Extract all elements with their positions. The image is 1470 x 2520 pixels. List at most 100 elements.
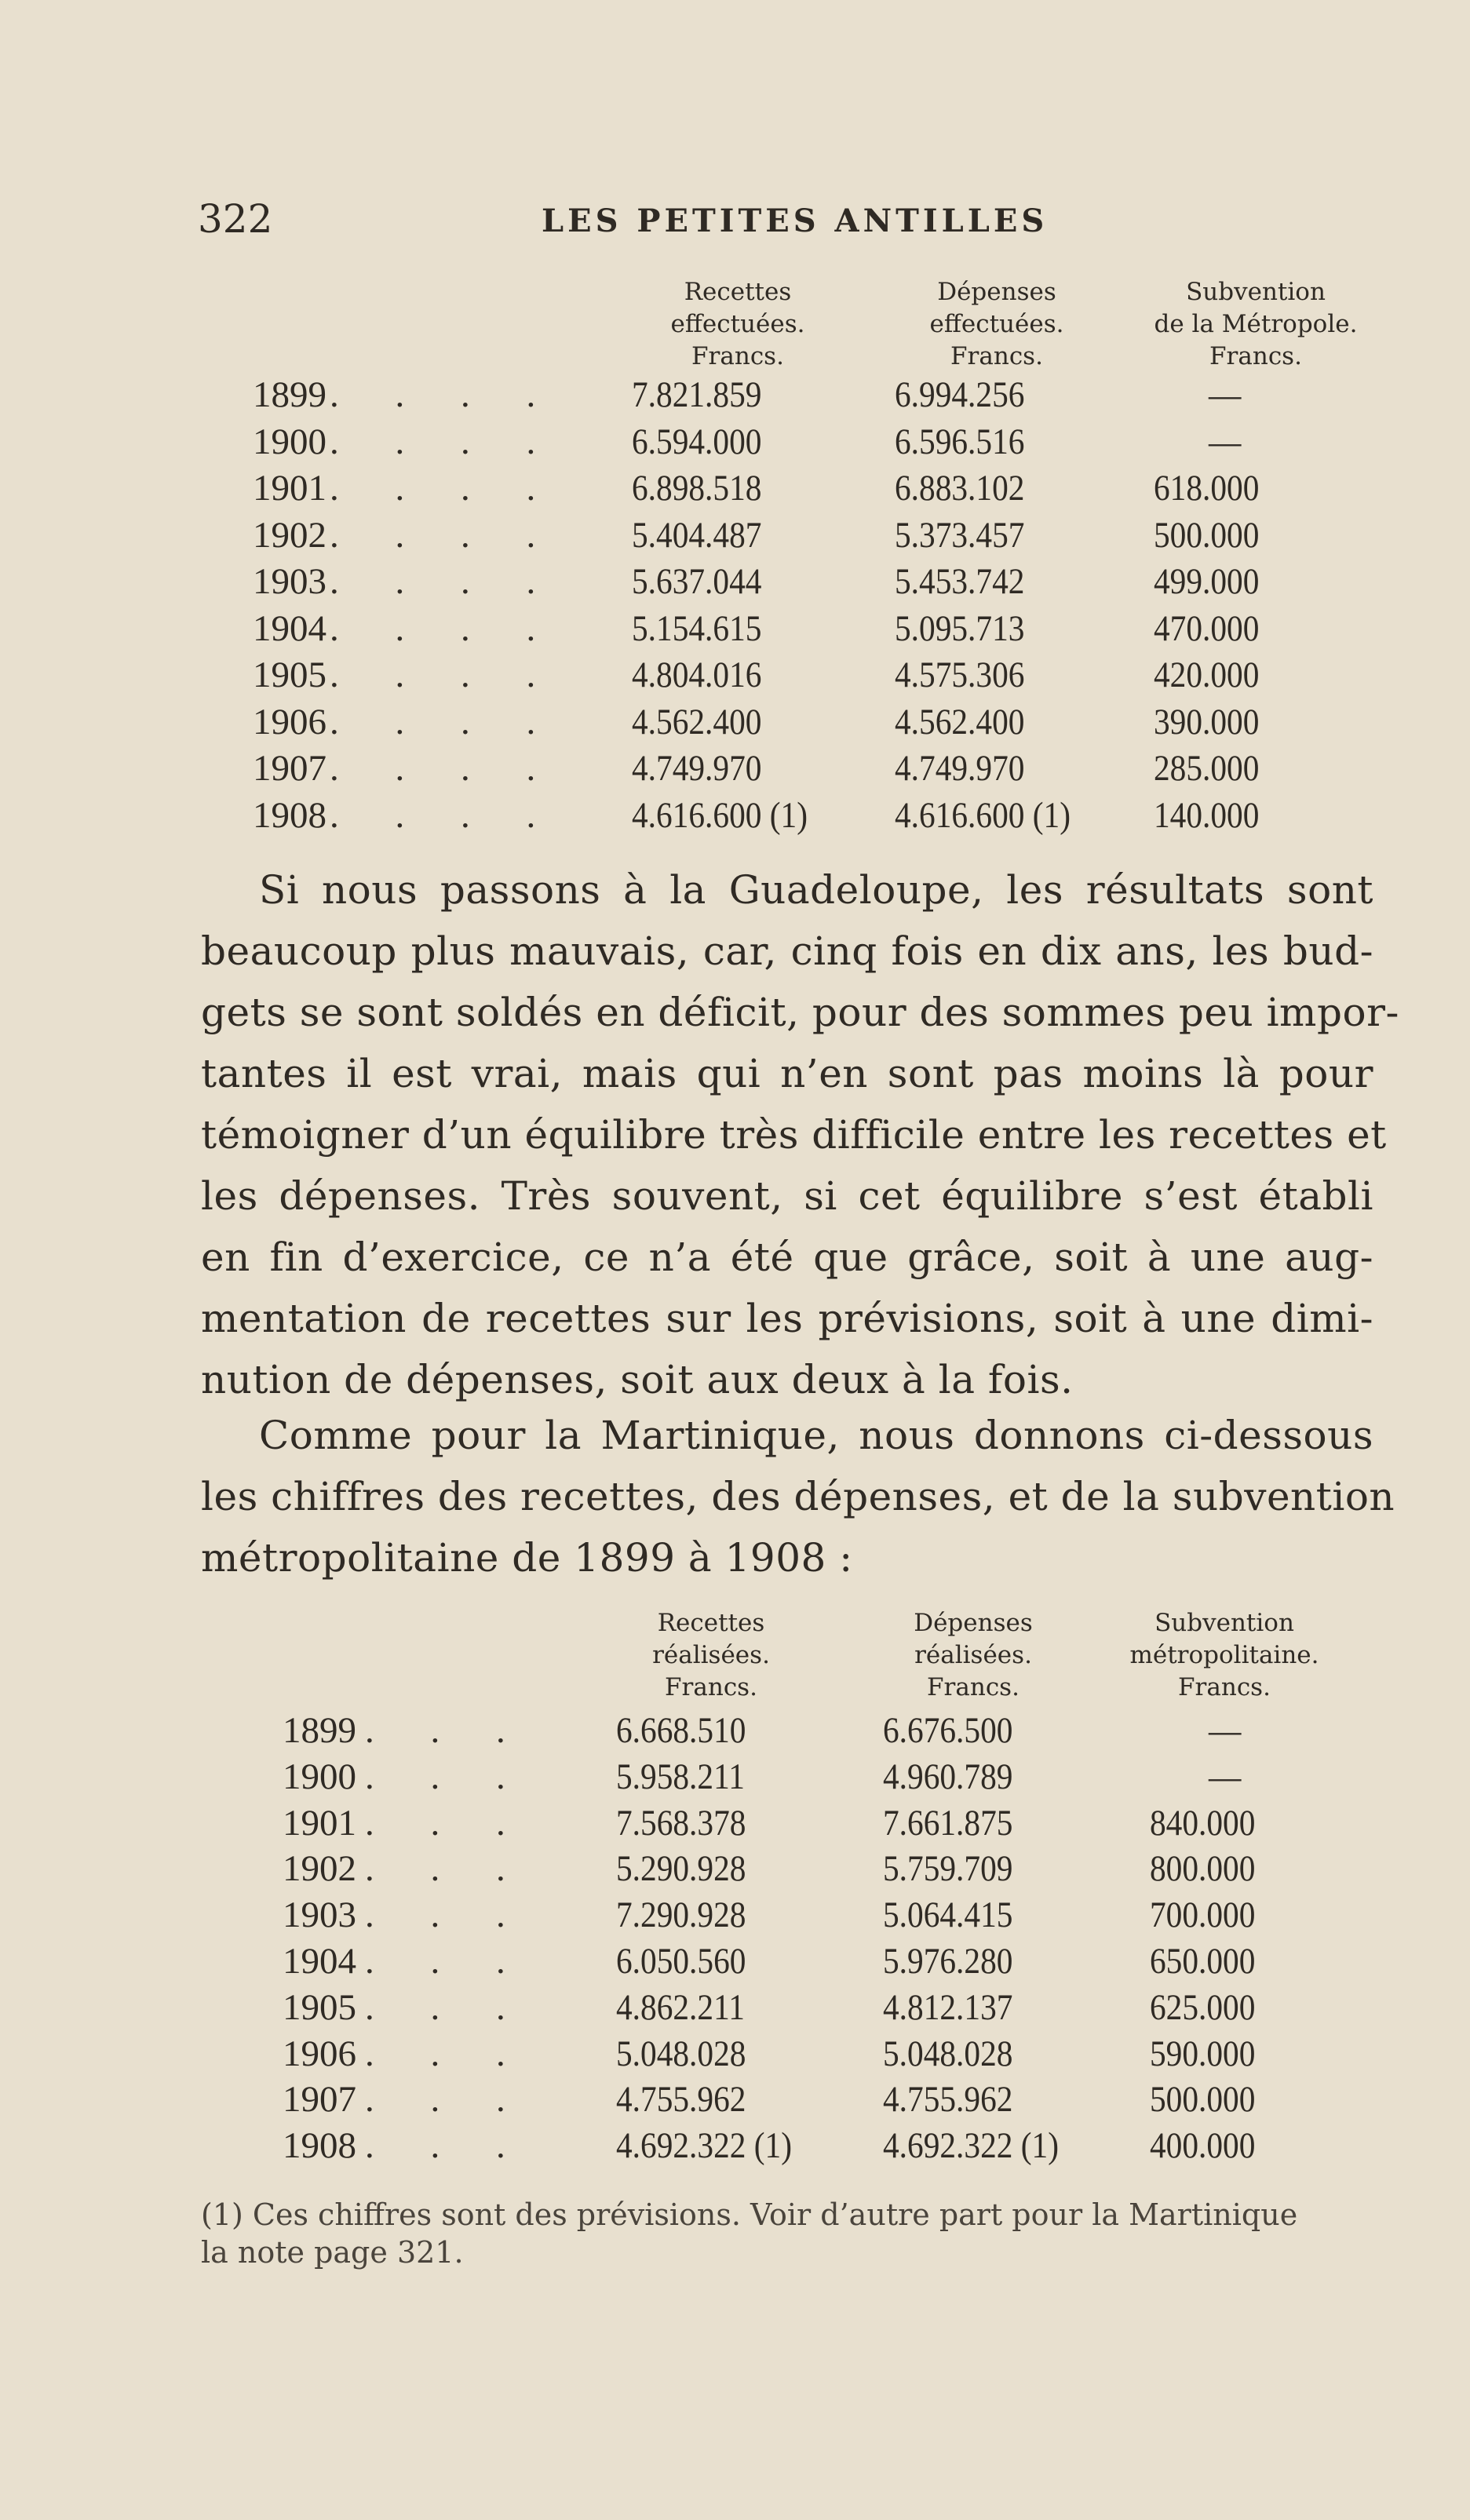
recettes-cell: 4.616.600 (1) — [632, 794, 808, 836]
depenses-cell: 5.373.457 — [895, 514, 1025, 556]
depenses-cell: 4.749.970 — [895, 748, 1025, 789]
column-header: Dépenses — [914, 1609, 1033, 1637]
recettes-cell: 7.821.859 — [632, 374, 762, 415]
subvention-cell: 420.000 — [1154, 655, 1260, 695]
subvention-cell: — — [1209, 421, 1242, 462]
depenses-cell: 6.596.516 — [895, 421, 1025, 462]
year-cell: 1902 — [253, 514, 326, 556]
depenses-cell: 7.661.875 — [883, 1802, 1013, 1844]
table-row: 1906. . . 5.048.028 5.048.028 590.000 — [0, 2033, 1470, 2080]
depenses-cell: 4.692.322 (1) — [883, 2125, 1060, 2167]
dot-leader: . . . — [365, 1895, 529, 1936]
text-line: en fin d’exercice, ce n’a été que grâce,… — [201, 1234, 1373, 1280]
column-header: Recettes — [657, 1609, 765, 1637]
recettes-cell: 6.050.560 — [616, 1941, 746, 1982]
recettes-cell: 4.862.211 — [616, 1986, 745, 2028]
dot-leader: . . . — [365, 2125, 529, 2167]
year-cell: 1902 — [283, 1848, 356, 1890]
table-row: 1900. . . . 6.594.000 6.596.516 — — [0, 421, 1470, 468]
subvention-cell: — — [1209, 1756, 1242, 1797]
column-header: réalisées. — [652, 1641, 770, 1669]
year-cell: 1905 — [253, 655, 326, 695]
table-row: 1905. . . . 4.804.016 4.575.306 420.000 — [0, 654, 1470, 701]
subvention-cell: 618.000 — [1154, 468, 1260, 509]
text-line: témoigner d’un équilibre très difficile … — [201, 1112, 1387, 1158]
column-header: réalisées. — [914, 1641, 1032, 1669]
depenses-cell: 5.976.280 — [883, 1941, 1013, 1982]
subvention-cell: 800.000 — [1150, 1848, 1256, 1890]
recettes-cell: 7.290.928 — [616, 1895, 746, 1936]
depenses-cell: 6.883.102 — [895, 468, 1025, 509]
depenses-cell: 5.064.415 — [883, 1895, 1013, 1936]
subvention-cell: 700.000 — [1150, 1895, 1256, 1936]
table-row: 1901. . . 7.568.378 7.661.875 840.000 — [0, 1802, 1470, 1849]
subvention-cell: 470.000 — [1154, 607, 1260, 649]
recettes-cell: 5.290.928 — [616, 1848, 746, 1890]
text-line: métropolitaine de 1899 à 1908 : — [201, 1535, 853, 1581]
dot-leader: . . . — [365, 1710, 529, 1751]
table-row: 1903. . . 7.290.928 5.064.415 700.000 — [0, 1894, 1470, 1941]
table-row: 1907. . . 4.755.962 4.755.962 500.000 — [0, 2078, 1470, 2125]
year-cell: 1899 — [283, 1710, 356, 1751]
text-line: beaucoup plus mauvais, car, cinq fois en… — [201, 928, 1373, 974]
depenses-cell: 4.616.600 (1) — [895, 794, 1071, 836]
text-line: nution de dépenses, soit aux deux à la f… — [201, 1357, 1074, 1402]
table-row: 1904. . . . 5.154.615 5.095.713 470.000 — [0, 607, 1470, 655]
depenses-cell: 4.960.789 — [883, 1756, 1013, 1797]
year-cell: 1903 — [283, 1895, 356, 1936]
recettes-cell: 4.755.962 — [616, 2079, 746, 2121]
depenses-cell: 5.453.742 — [895, 561, 1025, 602]
recettes-cell: 4.804.016 — [632, 655, 762, 695]
table-row: 1899. . . . 7.821.859 6.994.256 — — [0, 374, 1470, 421]
recettes-cell: 5.048.028 — [616, 2033, 746, 2074]
depenses-cell: 6.676.500 — [883, 1710, 1013, 1751]
recettes-cell: 5.404.487 — [632, 514, 762, 556]
recettes-cell: 6.668.510 — [616, 1710, 746, 1751]
column-header: de la Métropole. — [1154, 310, 1358, 338]
year-cell: 1904 — [283, 1941, 356, 1982]
table-row: 1899. . . 6.668.510 6.676.500 — — [0, 1709, 1470, 1756]
year-cell: 1907 — [283, 2079, 356, 2121]
recettes-cell: 5.958.211 — [616, 1756, 745, 1797]
column-header: Francs. — [691, 342, 784, 370]
depenses-cell: 4.812.137 — [883, 1986, 1013, 2028]
table-row: 1902. . . 5.290.928 5.759.709 800.000 — [0, 1847, 1470, 1895]
dot-leader: . . . . — [330, 794, 560, 836]
text-line: les chiffres des recettes, des dépenses,… — [201, 1474, 1395, 1519]
dot-leader: . . . — [365, 2079, 529, 2121]
year-cell: 1904 — [253, 607, 326, 649]
recettes-cell: 4.749.970 — [632, 748, 762, 789]
dot-leader: . . . . — [330, 374, 560, 415]
depenses-cell: 4.562.400 — [895, 701, 1025, 742]
subvention-cell: 390.000 — [1154, 701, 1260, 742]
recettes-cell: 6.594.000 — [632, 421, 762, 462]
depenses-cell: 5.048.028 — [883, 2033, 1013, 2074]
subvention-cell: 840.000 — [1150, 1802, 1256, 1844]
column-header: Dépenses — [937, 278, 1056, 306]
depenses-cell: 6.994.256 — [895, 374, 1025, 415]
dot-leader: . . . . — [330, 421, 560, 462]
year-cell: 1906 — [253, 701, 326, 742]
year-cell: 1906 — [283, 2033, 356, 2074]
dot-leader: . . . . — [330, 655, 560, 695]
subvention-cell: — — [1209, 374, 1242, 415]
dot-leader: . . . — [365, 2033, 529, 2074]
year-cell: 1900 — [283, 1756, 356, 1797]
depenses-cell: 5.095.713 — [895, 607, 1025, 649]
recettes-cell: 5.637.044 — [632, 561, 762, 602]
table-row: 1902. . . . 5.404.487 5.373.457 500.000 — [0, 514, 1470, 561]
subvention-cell: 500.000 — [1154, 514, 1260, 556]
text-line: tantes il est vrai, mais qui n’en sont p… — [201, 1051, 1373, 1096]
dot-leader: . . . . — [330, 514, 560, 556]
year-cell: 1901 — [283, 1802, 356, 1844]
running-title: LES PETITES ANTILLES — [542, 202, 1049, 239]
dot-leader: . . . . — [330, 468, 560, 509]
column-header: Francs. — [950, 342, 1043, 370]
depenses-cell: 4.575.306 — [895, 655, 1025, 695]
subvention-cell: — — [1209, 1710, 1242, 1751]
table-row: 1901. . . . 6.898.518 6.883.102 618.000 — [0, 467, 1470, 514]
subvention-cell: 625.000 — [1150, 1986, 1256, 2028]
dot-leader: . . . . — [330, 607, 560, 649]
dot-leader: . . . — [365, 1848, 529, 1890]
dot-leader: . . . — [365, 1756, 529, 1797]
